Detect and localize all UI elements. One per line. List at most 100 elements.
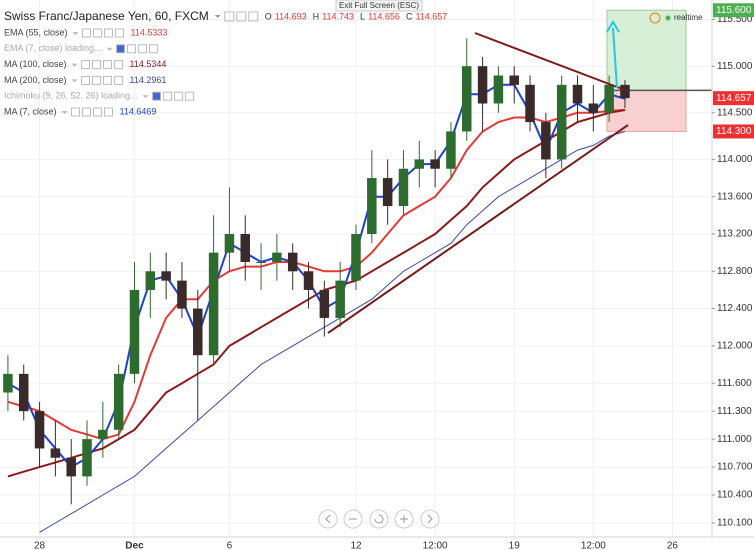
candle-body — [129, 289, 140, 374]
x-tick-label: 26 — [667, 541, 679, 550]
icon-button — [93, 28, 103, 38]
candle-body — [113, 373, 124, 430]
target-tag — [713, 3, 754, 18]
y-tick-label: 114.500 — [717, 107, 753, 118]
indicator-value: 114.5333 — [131, 27, 168, 37]
y-tick-label: 110.700 — [717, 462, 753, 473]
ohlc-value: 114.656 — [368, 11, 400, 21]
x-tick-label: Dec — [125, 541, 144, 550]
candle-body — [145, 271, 156, 290]
x-tick-label: 6 — [227, 541, 233, 550]
indicator-name: Ichimoku (9, 26, 52, 26) loading... — [4, 91, 138, 101]
candles — [3, 38, 630, 505]
exit-fullscreen-label: Exit Full Screen (ESC) — [339, 1, 419, 10]
ohlc-value: 114.743 — [322, 11, 354, 21]
indicator-name: MA (7, close) — [4, 106, 57, 116]
trend-line — [327, 124, 629, 334]
candle-body — [604, 84, 614, 113]
icon-button — [114, 60, 124, 70]
candle-body — [572, 84, 583, 104]
candle-body — [193, 308, 203, 356]
indicator-name: MA (100, close) — [4, 59, 67, 69]
dropdown — [71, 79, 78, 83]
x-tick-label: 12:00 — [581, 541, 606, 550]
indicator-line — [7, 109, 626, 441]
candle-body — [287, 252, 298, 272]
candle-body — [82, 439, 92, 477]
candle-body — [525, 84, 535, 123]
reset[interactable] — [369, 509, 389, 529]
indicator-name: EMA (55, close) — [4, 27, 68, 37]
candle-body — [351, 234, 361, 281]
ohlc-label: L — [360, 11, 365, 21]
warning-icon — [649, 12, 661, 24]
y-tick-label: 110.400 — [717, 490, 753, 501]
y-tick-label: 111.600 — [717, 378, 752, 389]
y-tick-label: 112.800 — [717, 266, 753, 277]
x-tick-label: 12:00 — [423, 541, 448, 550]
indicator-value: 114.6469 — [120, 106, 157, 116]
scroll-right[interactable] — [420, 509, 440, 529]
dropdown — [61, 111, 68, 114]
candle-body — [382, 178, 393, 207]
dropdown — [214, 15, 221, 18]
nav-icons — [325, 514, 433, 524]
indicator-line — [39, 131, 626, 533]
candle-body — [509, 75, 519, 85]
y-tick-label: 113.200 — [717, 229, 753, 240]
indicator-lines — [7, 83, 626, 533]
candle-body — [414, 159, 425, 169]
candle-body — [477, 66, 488, 104]
dropdown — [71, 63, 78, 67]
arrow — [612, 27, 618, 89]
legend: Swiss Franc/Japanese Yen, 60, FXCM O 114.6… — [4, 9, 447, 117]
candle-body — [303, 271, 314, 290]
candle-body — [50, 448, 61, 458]
scroll-left[interactable] — [318, 509, 338, 529]
candle-body — [240, 234, 250, 262]
y-tick-label: 110.100 — [717, 518, 753, 529]
candle-body — [398, 168, 409, 207]
ohlc-value: 114.657 — [415, 11, 447, 21]
candle-body — [34, 411, 45, 449]
icon-button — [224, 11, 235, 22]
indicator-name: MA (200, close) — [4, 75, 67, 85]
indicator-value: 114.2961 — [130, 75, 167, 85]
dropdown — [106, 47, 113, 51]
icon-button — [248, 11, 259, 22]
y-tick-label: 113.600 — [717, 191, 753, 202]
icon-button — [82, 28, 92, 38]
icon-button — [127, 44, 137, 54]
ohlc-label: O — [265, 11, 272, 21]
icon-button — [114, 75, 124, 85]
candle-body — [335, 280, 345, 318]
ohlc-label: H — [313, 11, 320, 21]
candle-body — [272, 252, 282, 262]
candle-body — [161, 271, 171, 281]
dropdown — [72, 32, 79, 35]
icon-button — [149, 44, 159, 54]
target-tag-label: 115.600 — [716, 5, 752, 16]
candle-body — [620, 84, 630, 99]
icon-button — [115, 28, 125, 38]
trend-line — [474, 32, 626, 91]
dropdown — [142, 95, 149, 99]
status-dot — [665, 15, 671, 21]
icon-button — [93, 107, 103, 117]
target-zone — [606, 9, 687, 91]
candle-body — [556, 84, 567, 160]
x-tick-label: 19 — [509, 541, 521, 550]
indicator-value: 114.5344 — [130, 59, 167, 69]
exit-fullscreen-button[interactable] — [335, 0, 423, 12]
icon-button — [104, 28, 114, 38]
icon-button — [103, 75, 113, 85]
candle-body — [367, 178, 377, 235]
candle-body — [256, 261, 266, 263]
stop-tag — [713, 124, 754, 139]
arrow-head — [606, 20, 620, 33]
candle-body — [541, 122, 551, 160]
y-tick-label: 112.000 — [717, 341, 753, 352]
candle-body — [224, 234, 235, 253]
indicator-line — [7, 83, 626, 469]
